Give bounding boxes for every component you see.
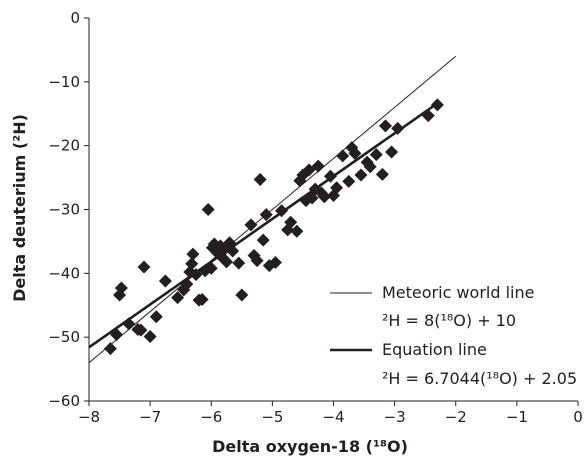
data-point [385,145,399,159]
data-point [348,146,362,160]
data-point [134,323,148,337]
meteoric-world-line [88,55,457,364]
data-point [186,247,200,261]
data-point [375,167,389,181]
legend-equation-meteoric: ²H = 8(¹⁸O) + 10 [382,311,516,330]
x-tick-label: −7 [139,408,161,426]
data-point [143,330,157,344]
data-point [220,255,234,269]
y-axis-title: Delta deuterium (²H) [10,114,29,302]
data-point [137,260,151,274]
data-point [235,288,249,302]
x-tick-label: −5 [261,408,283,426]
data-point [323,169,337,183]
data-point [268,255,282,269]
data-point [369,148,383,162]
x-tick-label: −1 [506,408,528,426]
x-tick-label: −8 [78,408,100,426]
data-point [180,277,194,291]
y-tick-label: −50 [48,328,80,346]
data-point [421,109,435,123]
legend-equation-equation: ²H = 6.7044(¹⁸O) + 2.05 [382,369,577,388]
data-point [253,172,267,186]
data-point [226,244,240,258]
data-point [259,208,273,222]
x-tick-label: −3 [384,408,406,426]
data-point [330,181,344,195]
legend-label-meteoric: Meteoric world line [382,283,534,302]
y-tick-label: −40 [48,264,80,282]
equation-line [88,102,439,349]
data-point [317,190,331,204]
y-tick-label: −10 [48,73,80,91]
legend-label-equation: Equation line [382,340,487,359]
x-axis-title: Delta oxygen-18 (¹⁸O) [212,437,408,456]
x-tick-label: −6 [200,408,222,426]
y-tick-label: 0 [70,9,80,27]
data-point [290,224,304,238]
data-point [311,159,325,173]
data-point [201,203,215,216]
data-point [363,160,377,174]
data-point [122,317,136,331]
data-point [336,149,350,163]
data-point [171,291,185,305]
data-point [149,310,163,324]
x-tick-label: 0 [573,408,583,426]
y-axis-ticks: 0 −10 −20 −30 −40 −50 −60 [48,9,89,410]
data-point [430,98,444,112]
data-points [103,98,444,356]
y-tick-label: −60 [48,392,80,410]
x-tick-label: −2 [445,408,467,426]
data-point [250,254,264,268]
data-point [204,261,218,275]
data-point [110,328,124,342]
regression-lines [88,55,457,364]
data-point [275,204,289,218]
data-point [391,121,405,135]
x-axis-ticks: −8 −7 −6 −5 −4 −3 −2 −1 0 [78,401,583,426]
data-point [342,174,356,188]
data-point [195,293,209,307]
data-point [158,274,172,288]
data-point [103,342,117,356]
legend: Meteoric world line ²H = 8(¹⁸O) + 10 Equ… [330,283,577,388]
data-point [114,281,128,295]
data-point [284,215,298,229]
data-point [378,119,392,133]
axes: −8 −7 −6 −5 −4 −3 −2 −1 0 0−10−20−30−40−50−60 [48,9,582,426]
x-tick-label: −4 [322,408,344,426]
data-point [185,257,199,271]
data-point [256,233,270,247]
y-tick-label: −30 [48,201,80,219]
data-point [354,168,368,182]
data-point [244,218,258,232]
data-point [232,256,246,270]
y-tick-label: −20 [48,137,80,155]
